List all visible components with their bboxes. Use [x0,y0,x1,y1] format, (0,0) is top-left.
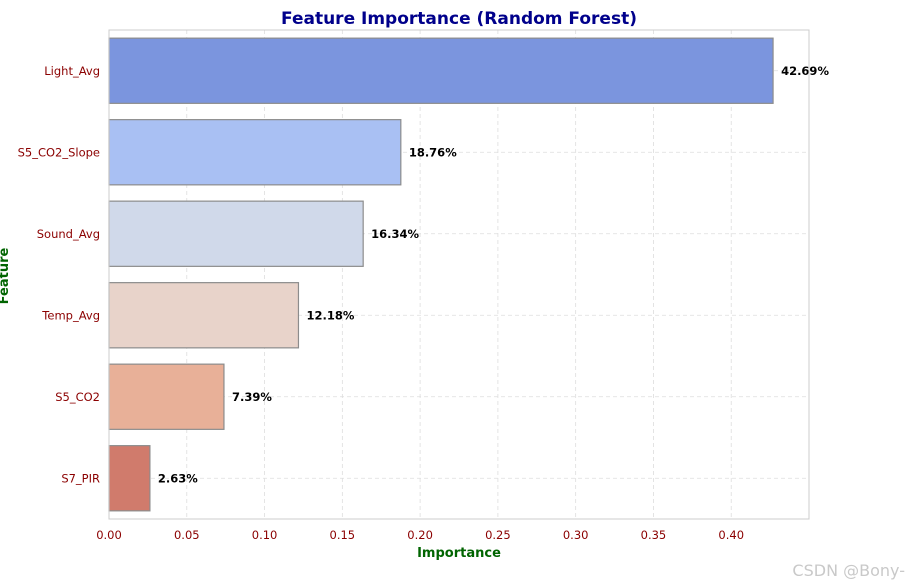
x-tick-label: 0.00 [96,528,122,542]
x-tick-label: 0.05 [174,528,200,542]
watermark: CSDN @Bony- [792,561,905,580]
data-label: 12.18% [306,308,354,322]
y-tick-label: S5_CO2 [55,390,100,404]
y-tick-label: S7_PIR [61,471,100,485]
bar-s5-co2 [108,363,225,430]
y-tick-label: S5_CO2_Slope [18,145,100,159]
x-tick-label: 0.25 [485,528,511,542]
bars [108,37,774,512]
x-tick-label: 0.40 [718,528,744,542]
x-axis-label: Importance [417,546,501,561]
y-tick-label: Sound_Avg [37,227,100,241]
data-label: 7.39% [232,390,272,404]
chart-title: Feature Importance (Random Forest) [281,9,637,29]
bar-sound-avg [108,200,364,267]
bar-light-avg [108,37,774,104]
data-label: 2.63% [158,471,198,485]
x-tick-label: 0.15 [330,528,356,542]
x-tick-label: 0.20 [407,528,433,542]
data-label: 16.34% [371,227,419,241]
bar-temp-avg [108,282,300,349]
x-tick-label: 0.10 [252,528,278,542]
data-label: 18.76% [409,145,457,159]
x-tick-label: 0.35 [641,528,667,542]
bar-s7-pir [108,445,151,512]
data-labels: 42.69% 18.76% 16.34% 12.18% 7.39% 2.63% [158,64,830,486]
y-axis-label: Feature [0,247,12,304]
x-tick-labels: 0.00 0.05 0.10 0.15 0.20 0.25 0.30 0.35 0.40 [96,528,744,542]
bar-s5-co2-slope [108,119,402,186]
y-tick-labels: Light_Avg S5_CO2_Slope Sound_Avg Temp_Avg S5… [18,64,100,486]
y-tick-label: Temp_Avg [41,308,100,322]
data-label: 42.69% [781,64,829,78]
y-tick-label: Light_Avg [44,64,100,78]
plot-frame [108,29,810,520]
x-tick-label: 0.30 [563,528,589,542]
